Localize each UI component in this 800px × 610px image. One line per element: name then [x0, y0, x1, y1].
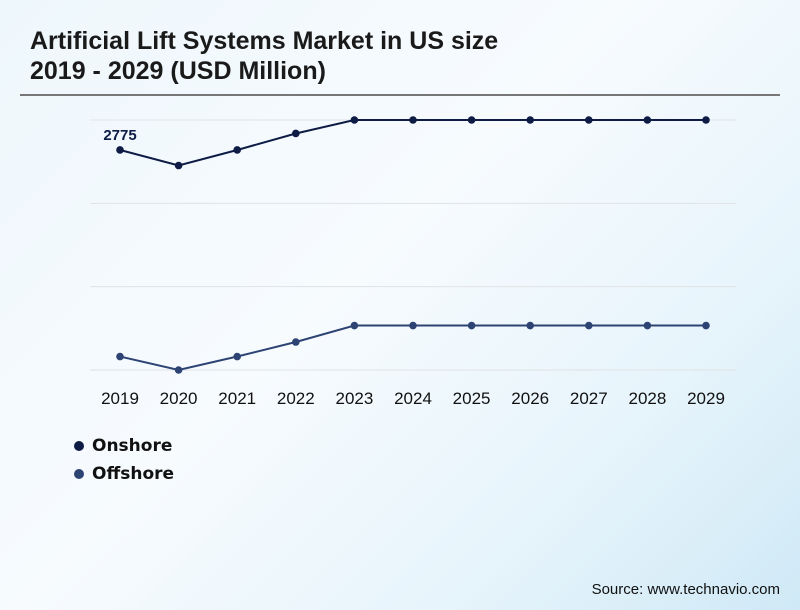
x-tick-label: 2026	[511, 389, 549, 408]
data-point-offshore	[350, 321, 359, 330]
data-point-onshore	[233, 146, 241, 154]
data-point-offshore	[233, 352, 241, 361]
x-tick-label: 2023	[335, 389, 373, 408]
data-point-onshore	[174, 161, 183, 170]
x-tick-label: 2027	[570, 389, 608, 408]
legend-item-onshore: Onshore	[74, 436, 172, 456]
data-point-offshore	[702, 321, 710, 330]
x-tick-label: 2020	[160, 389, 198, 408]
data-point-onshore	[526, 116, 534, 124]
x-tick-label: 2025	[453, 389, 491, 408]
title-divider	[20, 94, 780, 96]
data-point-onshore	[116, 146, 124, 154]
source-note: Source: www.technavio.com	[591, 581, 780, 598]
data-point-onshore	[292, 129, 300, 138]
data-point-onshore	[585, 116, 593, 124]
x-tick-label: 2022	[277, 389, 315, 408]
series-line-onshore	[119, 119, 706, 167]
data-point-offshore	[409, 321, 417, 330]
data-point-offshore	[643, 321, 652, 330]
data-point-offshore	[467, 321, 476, 330]
x-tick-label: 2021	[218, 389, 256, 408]
data-point-onshore	[643, 116, 652, 124]
data-point-onshore	[702, 116, 710, 124]
x-tick-label: 2024	[394, 389, 432, 408]
series-line-offshore	[119, 324, 706, 372]
data-point-onshore	[409, 116, 417, 124]
data-point-offshore	[292, 338, 300, 346]
data-point-offshore	[526, 321, 534, 330]
data-point-offshore	[585, 321, 593, 330]
data-point-offshore	[116, 352, 124, 361]
legend-label-offshore: Offshore	[92, 464, 175, 484]
x-tick-label: 2029	[687, 389, 725, 408]
legend-marker-onshore	[74, 441, 84, 451]
legend-label-onshore: Onshore	[92, 436, 173, 456]
title-line-1: Artificial Lift Systems Market in US siz…	[30, 27, 499, 55]
x-tick-label: 2019	[101, 389, 139, 408]
legend-marker-offshore	[74, 469, 84, 479]
x-tick-label: 2028	[628, 389, 666, 408]
data-point-onshore	[350, 116, 359, 124]
line-chart: 2019 2020 2021 2022 2023 2024 2025 2026 2027 2028…	[90, 116, 736, 408]
data-point-onshore	[467, 116, 476, 124]
legend-item-offshore: Offshore	[74, 464, 174, 484]
chart-title: Artificial Lift Systems Market in US siz…	[30, 26, 498, 86]
title-line-2: 2019 - 2029 (USD Million)	[30, 57, 326, 85]
data-label: 2775	[103, 127, 136, 144]
data-point-offshore	[174, 366, 183, 374]
